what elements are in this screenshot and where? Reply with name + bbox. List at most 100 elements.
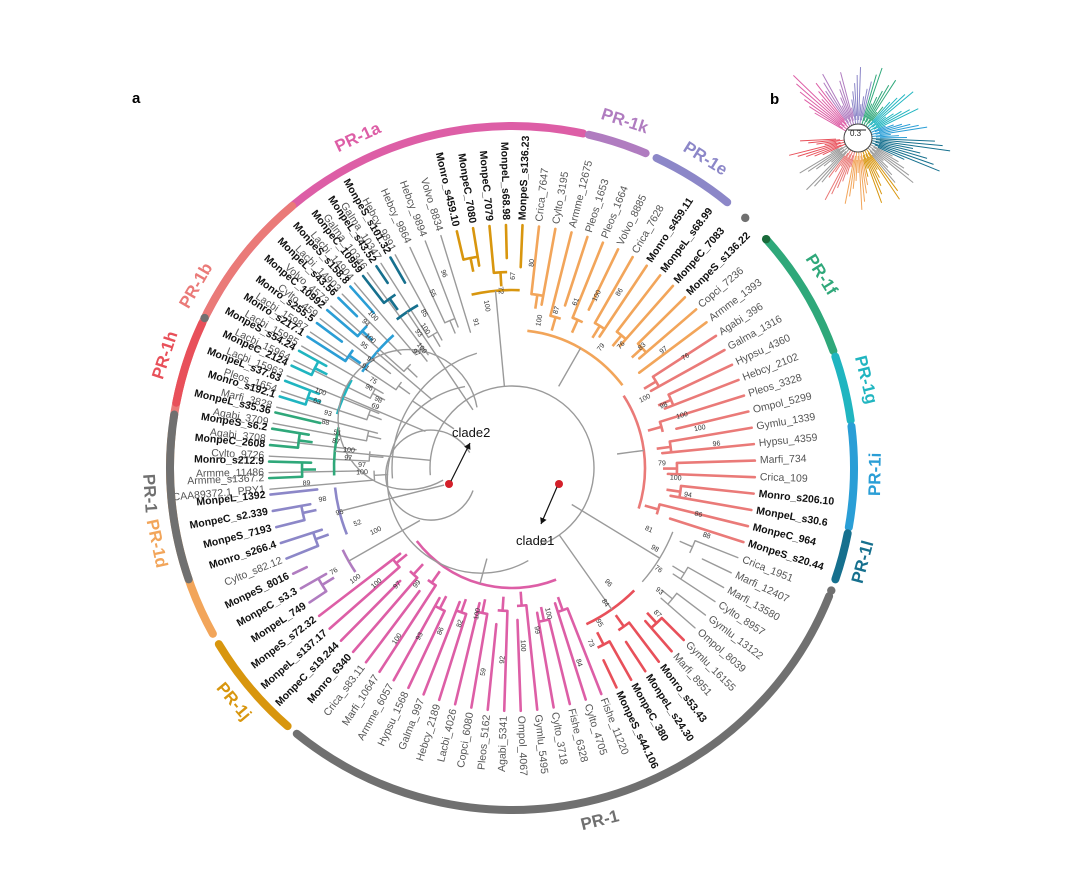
node-branch [307, 396, 322, 404]
leaf-branch [638, 308, 698, 360]
clade-separator-dot [200, 313, 209, 323]
leaf-branch [694, 539, 739, 559]
node-branch [469, 257, 475, 273]
backbone-arc [385, 429, 474, 521]
inset-branch [871, 106, 884, 122]
clade-stem [494, 290, 506, 387]
inset-branch [849, 155, 856, 197]
inset-branch [877, 146, 905, 160]
inset-branch [875, 139, 943, 147]
inset-branch [874, 124, 894, 133]
leaf-branch [658, 503, 750, 528]
support-value: 100 [670, 475, 682, 483]
node-branch [534, 294, 539, 309]
clade-stem [376, 351, 432, 400]
node-branch [395, 553, 408, 565]
clade2-root-node [445, 480, 453, 488]
backbone-arc [429, 385, 595, 546]
leaf-branch [297, 349, 328, 368]
clade-arc-pr-1f [762, 235, 838, 356]
leaf-branch [666, 472, 757, 479]
leaf-branch [516, 618, 523, 713]
clade-arc-pr-1l [831, 529, 852, 584]
support-value: 87 [552, 305, 561, 315]
inset-branch [873, 146, 899, 163]
inset-branch [806, 153, 843, 191]
inset-branch [862, 81, 872, 117]
node-branch [644, 504, 659, 511]
leaf-branch [267, 475, 304, 480]
support-value: 100 [343, 447, 355, 455]
leaf-branch [668, 426, 753, 443]
leaf-branch [668, 517, 745, 544]
inset-branch [874, 152, 884, 162]
inset-branch [868, 111, 878, 124]
leaf-branch [315, 321, 344, 343]
inset-branch [799, 146, 843, 174]
node-branch [647, 425, 662, 432]
leaf-branch [293, 360, 371, 399]
support-value: 85 [419, 308, 429, 318]
leaf-label: Hypsu_4359 [758, 432, 818, 450]
support-value: 76 [329, 567, 339, 577]
leaf-branch [301, 345, 384, 394]
leaf-branch [535, 611, 555, 709]
support-value: 100 [519, 640, 527, 652]
leaf-branch [366, 271, 429, 356]
inset-branch [869, 110, 902, 132]
node-branch [656, 445, 671, 451]
inset-branch [806, 144, 838, 158]
support-value: 100 [591, 289, 603, 303]
support-value: 86 [615, 287, 625, 297]
leaf-branch [394, 254, 443, 341]
inset-branch [860, 155, 867, 194]
leaf-branch [636, 295, 687, 345]
node-branch [643, 380, 657, 390]
leaf-branch [437, 612, 468, 702]
inset-branch [851, 107, 854, 117]
support-value: 79 [596, 342, 606, 353]
support-value: 84 [600, 598, 610, 608]
clade1-arrow-head [540, 517, 547, 524]
support-value: 83 [637, 341, 648, 351]
node-arc [497, 608, 508, 613]
inset-branch [800, 138, 837, 142]
leaf-branch [353, 282, 416, 355]
node-branch [481, 599, 487, 614]
leaf-branch [272, 422, 368, 442]
leaf-branch [268, 443, 300, 450]
inset-branch [856, 74, 859, 125]
leaf-branch [608, 640, 633, 682]
inset-branch [874, 144, 940, 172]
backbone-arc [337, 348, 478, 491]
bootstrap-support-values: 1009787886369969195949793855596911007267… [302, 259, 721, 677]
node-branch [430, 570, 441, 584]
support-value: 93 [415, 631, 425, 641]
leaf-branch [530, 225, 541, 296]
tree-branches [267, 223, 757, 713]
node-branch [657, 398, 672, 407]
clade-label-pr-1h: PR-1h [148, 329, 181, 382]
leaf-branch [364, 589, 421, 664]
leaf-branch [317, 552, 402, 618]
support-value: 98 [373, 395, 383, 405]
leaf-branch [339, 579, 402, 642]
clade-stem [348, 519, 421, 562]
inset-branch [878, 143, 928, 159]
support-value: 95 [359, 341, 370, 351]
leaf-label: Crica_109 [760, 471, 808, 485]
inset-branch [865, 90, 883, 123]
inset-branch [879, 140, 951, 152]
leaf-branch [380, 262, 430, 339]
support-value: 100 [356, 469, 368, 476]
node-arc [655, 504, 661, 515]
leaf-branch [440, 234, 472, 333]
support-value: 100 [473, 607, 482, 620]
support-value: 93 [413, 328, 423, 338]
leaf-branch [471, 226, 481, 267]
node-arc [427, 578, 437, 587]
node-branch [314, 367, 328, 376]
node-branch [369, 455, 384, 459]
inset-branch [822, 143, 846, 156]
leaf-branch [587, 248, 620, 311]
